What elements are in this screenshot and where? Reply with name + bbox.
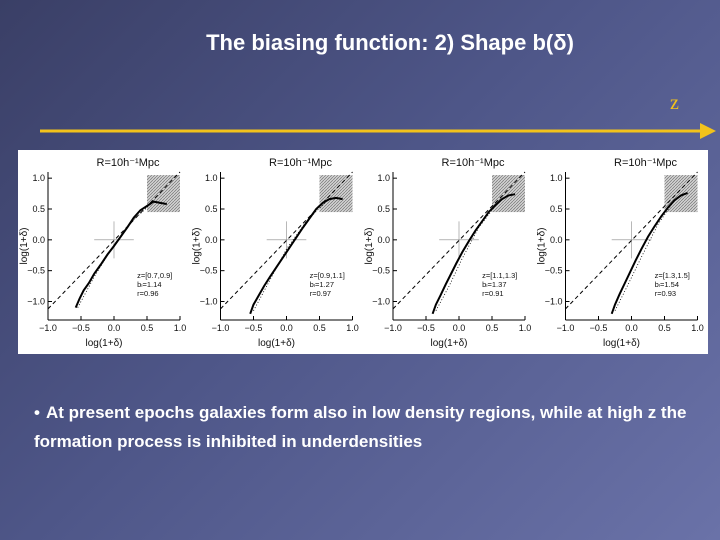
x-axis-label: log(1+δ) [431, 338, 468, 349]
x-tick-label: 0.0 [453, 323, 466, 333]
bullet-marker: • [34, 403, 40, 422]
panel-annotation: bₗ=1.27 [310, 280, 334, 289]
series-dotted [77, 201, 154, 308]
series-solid [431, 193, 516, 315]
panel-annotation: r=0.96 [137, 289, 158, 298]
x-tick-label: −0.5 [417, 323, 435, 333]
x-tick-label: 1.0 [174, 323, 187, 333]
y-tick-label: −0.5 [200, 266, 218, 276]
chart-panel-2: R=10h⁻¹Mpc −1.0 −1.0 −0.5 −0.5 0.0 0.0 0.5 0.5 1.… [192, 157, 359, 349]
x-tick-label: 0.5 [313, 323, 326, 333]
figure-panels: R=10h⁻¹Mpc −1.0 −1.0 −0.5 −0.5 0.0 0.0 0.5 0.5 1.… [18, 150, 708, 354]
series-dotted [253, 201, 327, 311]
series-dashed [220, 171, 353, 310]
redshift-arrow [40, 123, 716, 139]
error-region [147, 175, 180, 213]
x-tick-label: 1.0 [691, 323, 704, 333]
y-tick-label: −0.5 [372, 266, 390, 276]
y-tick-label: 1.0 [377, 173, 390, 183]
y-axis-label: log(1+δ) [192, 228, 203, 265]
x-tick-label: 0.0 [625, 323, 638, 333]
y-tick-label: 0.5 [32, 204, 45, 214]
chart-panel-3: R=10h⁻¹Mpc −1.0 −1.0 −0.5 −0.5 0.0 0.0 0.5 0.5 1.… [364, 157, 531, 349]
x-tick-label: −1.0 [39, 323, 57, 333]
y-tick-label: −1.0 [372, 297, 390, 307]
chart-panel-1: R=10h⁻¹Mpc −1.0 −1.0 −0.5 −0.5 0.0 0.0 0.5 0.5 1.… [19, 157, 186, 349]
x-tick-label: 1.0 [346, 323, 359, 333]
x-tick-label: −0.5 [245, 323, 263, 333]
x-tick-label: 0.0 [108, 323, 121, 333]
y-tick-label: 0.5 [550, 204, 563, 214]
series-dashed [47, 171, 181, 310]
x-tick-label: 0.5 [658, 323, 671, 333]
series-dotted [435, 201, 499, 311]
x-tick-label: 1.0 [519, 323, 532, 333]
panel-annotation: r=0.91 [482, 289, 503, 298]
panel-annotation: z=[1.1,1.3] [482, 271, 517, 280]
x-tick-label: −1.0 [384, 323, 402, 333]
bullet-point: • At present epochs galaxies form also in… [34, 398, 714, 456]
error-region [319, 175, 353, 213]
x-tick-label: −0.5 [590, 323, 608, 333]
y-tick-label: −1.0 [27, 297, 45, 307]
series-dashed [392, 171, 526, 310]
y-tick-label: 1.0 [205, 173, 218, 183]
bullet-text: At present epochs galaxies form also in … [34, 403, 687, 451]
x-tick-label: −1.0 [212, 323, 230, 333]
y-tick-label: 0.0 [550, 235, 563, 245]
y-axis-label: log(1+δ) [19, 228, 30, 265]
panel-title: R=10h⁻¹Mpc [269, 157, 332, 169]
series-solid [249, 196, 343, 315]
y-tick-label: −0.5 [545, 266, 563, 276]
y-tick-label: 0.0 [205, 235, 218, 245]
y-tick-label: 0.0 [377, 235, 390, 245]
y-axis-label: log(1+δ) [537, 228, 548, 265]
x-tick-label: −1.0 [557, 323, 575, 333]
y-tick-label: −1.0 [545, 297, 563, 307]
panel-annotation: z=[0.7,0.9] [137, 271, 172, 280]
x-tick-label: 0.5 [486, 323, 499, 333]
x-tick-label: −0.5 [72, 323, 90, 333]
x-tick-label: 0.5 [141, 323, 154, 333]
series-dashed [565, 171, 698, 310]
panel-annotation: z=[0.9,1.1] [310, 271, 345, 280]
y-axis-label: log(1+δ) [364, 228, 375, 265]
x-axis-label: log(1+δ) [258, 338, 295, 349]
panel-annotation: bₗ=1.37 [482, 280, 506, 289]
panel-annotation: bₗ=1.14 [137, 280, 161, 289]
y-tick-label: 1.0 [550, 173, 563, 183]
y-tick-label: 0.0 [32, 235, 45, 245]
redshift-arrow-head [700, 123, 716, 139]
error-region [492, 175, 525, 213]
x-axis-label: log(1+δ) [86, 338, 123, 349]
y-tick-label: 0.5 [377, 204, 390, 214]
panel-annotation: z=[1.3,1.5] [655, 271, 690, 280]
panel-annotation: r=0.97 [310, 289, 331, 298]
panel-title: R=10h⁻¹Mpc [97, 157, 160, 169]
y-tick-label: −0.5 [27, 266, 45, 276]
panel-title: R=10h⁻¹Mpc [442, 157, 505, 169]
panel-annotation: bₗ=1.54 [655, 280, 679, 289]
bias-function-panels: R=10h⁻¹Mpc −1.0 −1.0 −0.5 −0.5 0.0 0.0 0.5 0.5 1.… [19, 157, 704, 349]
y-tick-label: −1.0 [200, 297, 218, 307]
x-tick-label: 0.0 [280, 323, 293, 333]
chart-panel-4: R=10h⁻¹Mpc −1.0 −1.0 −0.5 −0.5 0.0 0.0 0.5 0.5 1.… [537, 157, 704, 349]
series-solid [74, 200, 167, 309]
panel-title: R=10h⁻¹Mpc [614, 157, 677, 169]
slide-title: The biasing function: 2) Shape b(δ) [206, 30, 574, 55]
x-axis-label: log(1+δ) [603, 338, 640, 349]
panel-annotation: r=0.93 [655, 289, 676, 298]
y-tick-label: 1.0 [32, 173, 45, 183]
y-tick-label: 0.5 [205, 204, 218, 214]
z-axis-label: z [670, 92, 679, 114]
